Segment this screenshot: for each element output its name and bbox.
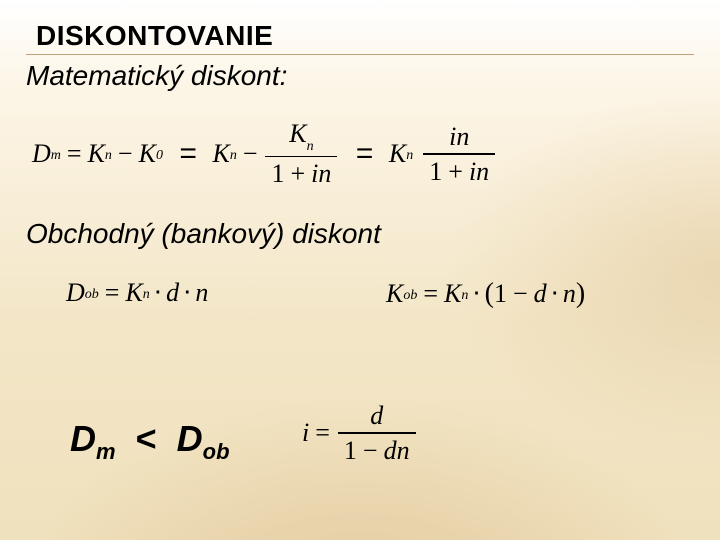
equals-sign-2: =	[355, 137, 373, 171]
inequality-Dm-lt-Dob: Dm < Dob	[70, 418, 230, 465]
subtitle-trade-discount: Obchodný (bankový) diskont	[26, 218, 381, 250]
subtitle-math-discount: Matematický diskont:	[26, 60, 287, 92]
title-underline	[26, 54, 694, 55]
expr-Kn-minus-fraction: Kn − Kn 1+in	[212, 118, 339, 190]
trade-discount-D-equation: Dob = Kn ⋅ d ⋅ n	[66, 278, 208, 308]
expr-Dm-eq-Kn-minus-K0: Dm = Kn − K0	[32, 139, 163, 169]
trade-discount-K-equation: Kob = Kn ⋅ (1−d⋅n)	[386, 278, 585, 310]
math-discount-equation-row: Dm = Kn − K0 = Kn − Kn 1+in = Kn in 1+in	[32, 118, 497, 190]
page-title: DISKONTOVANIE	[36, 20, 273, 52]
i-from-d-equation: i = d 1−dn	[302, 400, 418, 466]
expr-Kn-times-fraction: Kn in 1+in	[389, 121, 497, 187]
equals-sign-1: =	[179, 137, 197, 171]
